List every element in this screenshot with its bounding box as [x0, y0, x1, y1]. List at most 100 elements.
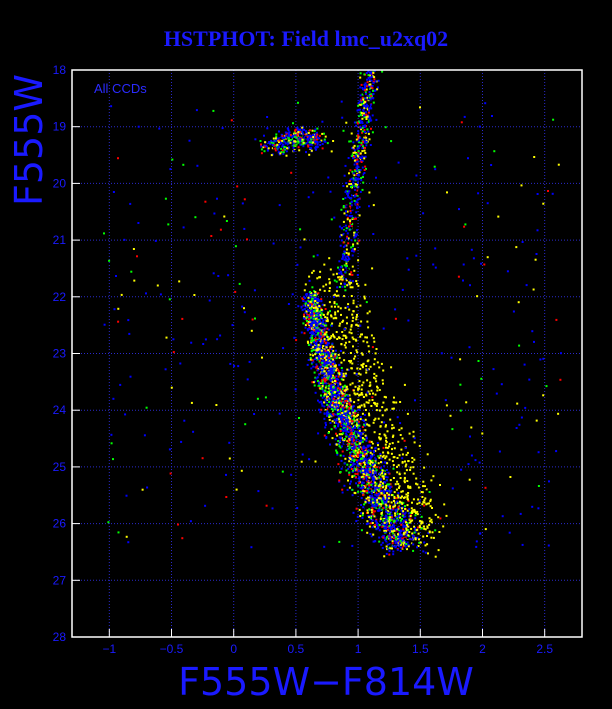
data-point [345, 374, 347, 377]
data-point [342, 409, 345, 412]
data-point [406, 412, 409, 415]
data-point [361, 514, 364, 517]
data-point [359, 335, 362, 338]
data-point [411, 501, 413, 504]
data-point [316, 136, 319, 139]
data-point [278, 130, 280, 133]
data-point [287, 129, 290, 132]
data-point [362, 138, 365, 141]
data-point [297, 305, 300, 308]
data-point [330, 395, 333, 398]
data-point [356, 449, 359, 452]
data-point [328, 407, 331, 410]
data-point [367, 467, 370, 470]
data-point [260, 143, 262, 146]
data-point [365, 477, 368, 479]
data-point [345, 248, 348, 251]
data-point [314, 145, 317, 148]
data-point [320, 400, 323, 403]
data-point [360, 392, 363, 394]
data-point [314, 306, 317, 309]
data-point [379, 497, 382, 500]
data-point [367, 76, 370, 79]
data-point [403, 520, 406, 523]
data-point [312, 136, 315, 138]
data-point [439, 484, 441, 486]
data-point [322, 379, 324, 382]
data-point [400, 538, 403, 541]
data-point [337, 423, 340, 426]
data-point [369, 449, 372, 452]
data-point [335, 399, 338, 401]
data-point [341, 404, 344, 407]
data-point [374, 486, 377, 489]
data-point [331, 391, 334, 394]
data-point [347, 253, 350, 256]
data-point [352, 172, 355, 175]
data-point [355, 124, 358, 127]
data-point [423, 501, 426, 504]
data-point [424, 485, 426, 488]
data-point [356, 154, 359, 157]
data-point [370, 427, 373, 430]
data-point [332, 383, 335, 386]
data-point [345, 435, 348, 438]
data-point [347, 192, 350, 194]
data-point [350, 225, 353, 228]
data-point [371, 461, 374, 464]
data-point [270, 139, 273, 142]
data-point [406, 537, 409, 539]
data-point [308, 275, 311, 278]
data-point [376, 499, 379, 502]
data-point [315, 297, 318, 300]
data-point [319, 322, 322, 325]
data-point [361, 481, 364, 484]
data-point [342, 454, 345, 457]
data-point [346, 445, 349, 448]
data-point [340, 385, 343, 388]
data-point [335, 432, 337, 435]
data-point [358, 115, 361, 118]
data-point [374, 484, 377, 487]
data-point [374, 450, 377, 452]
data-point [364, 152, 367, 154]
data-point [388, 493, 390, 496]
data-point [324, 135, 327, 138]
data-point [337, 382, 340, 385]
data-point [359, 113, 362, 116]
data-point [345, 392, 348, 394]
data-point [292, 122, 294, 125]
data-point [321, 352, 324, 355]
data-point [340, 239, 343, 242]
data-point [348, 183, 351, 186]
data-point [354, 177, 357, 180]
data-point [315, 345, 318, 348]
data-point [321, 340, 324, 343]
data-point [416, 513, 419, 516]
data-point [363, 423, 366, 426]
data-point [351, 475, 354, 478]
data-point [368, 91, 371, 93]
data-point [365, 468, 368, 471]
data-point [369, 457, 372, 460]
data-point [377, 462, 380, 465]
data-point [360, 497, 363, 500]
data-point [327, 378, 330, 381]
data-point [276, 146, 279, 149]
data-point [344, 244, 347, 247]
data-point [372, 513, 375, 516]
data-point [395, 525, 397, 528]
data-point [328, 387, 331, 390]
data-point [321, 385, 324, 387]
data-point [318, 325, 321, 328]
data-point [355, 142, 358, 145]
data-point [402, 543, 405, 546]
data-point [361, 139, 364, 142]
data-point [310, 311, 313, 314]
data-point [391, 536, 394, 539]
data-point [421, 491, 424, 494]
data-point [340, 313, 342, 316]
data-point [320, 372, 323, 375]
data-point [324, 130, 327, 133]
data-point [407, 525, 410, 528]
